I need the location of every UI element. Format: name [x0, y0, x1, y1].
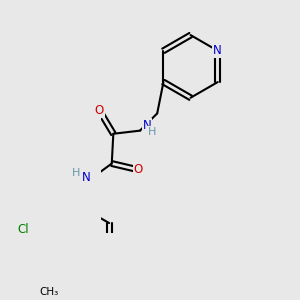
Text: N: N — [81, 171, 90, 184]
Text: O: O — [134, 163, 143, 176]
Text: O: O — [94, 104, 104, 117]
Text: N: N — [213, 44, 222, 57]
Text: H: H — [148, 127, 156, 137]
Text: N: N — [142, 118, 151, 131]
Text: CH₃: CH₃ — [39, 287, 58, 297]
Text: Cl: Cl — [18, 223, 29, 236]
Text: H: H — [72, 168, 80, 178]
